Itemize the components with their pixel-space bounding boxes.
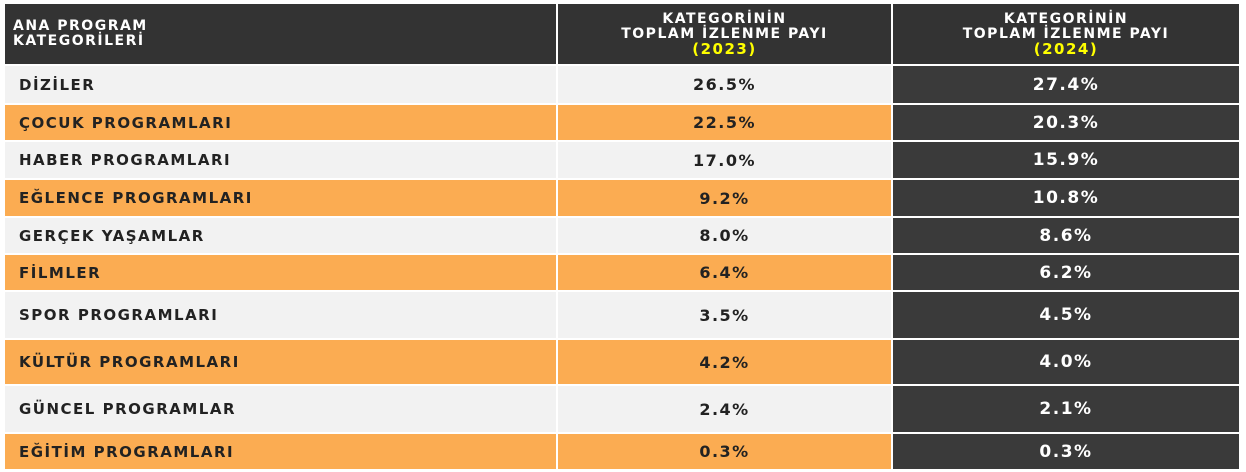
cell-text: KATEGORİNİN — [1003, 10, 1129, 27]
share-cell: 6.2% — [893, 255, 1241, 292]
share-cell: 4.2% — [558, 340, 893, 386]
cell-text: GÜNCEL PROGRAMLAR — [19, 400, 236, 418]
cell-text: 26.5% — [692, 75, 756, 94]
cell-text: 10.8% — [1032, 188, 1100, 208]
share-cell: 0.3% — [558, 434, 893, 471]
cell-text: EĞİTİM PROGRAMLARI — [19, 442, 235, 461]
cell-text: 20.3% — [1032, 112, 1100, 133]
cell-text: FİLMLER — [19, 263, 102, 282]
cell-text: KÜLTÜR PROGRAMLARI — [19, 353, 240, 371]
cell-text: (2024) — [1033, 39, 1099, 58]
category-cell: HABER PROGRAMLARI — [5, 142, 558, 180]
share-cell: 4.5% — [893, 292, 1241, 340]
header-cell: KATEGORİNİN TOPLAM İZLENME PAYI (2023) — [558, 4, 893, 66]
share-cell: 10.8% — [893, 180, 1241, 218]
cell-text: 3.5% — [699, 305, 750, 325]
category-cell: GÜNCEL PROGRAMLAR — [5, 386, 558, 434]
category-cell: ÇOCUK PROGRAMLARI — [5, 105, 558, 142]
share-cell: 8.6% — [893, 218, 1241, 255]
category-cell: FİLMLER — [5, 255, 558, 292]
cell-text: KATEGORİNİN — [662, 10, 787, 27]
cell-text: 6.2% — [1039, 262, 1093, 283]
share-cell: 3.5% — [558, 292, 893, 340]
cell-text: 15.9% — [1032, 150, 1100, 170]
table: ANA PROGRAM KATEGORİLERİ KATEGORİNİN TOPLAM… — [5, 4, 1241, 471]
cell-text: TOPLAM İZLENME PAYI — [962, 25, 1170, 42]
cell-text: DİZİLER — [19, 75, 96, 94]
cell-text: 22.5% — [692, 113, 756, 132]
category-cell: DİZİLER — [5, 66, 558, 105]
cell-text: 4.0% — [1039, 352, 1093, 372]
share-cell: 2.4% — [558, 386, 893, 434]
cell-text: (2023) — [692, 39, 757, 58]
category-cell: KÜLTÜR PROGRAMLARI — [5, 340, 558, 386]
header-cell: KATEGORİNİN TOPLAM İZLENME PAYI (2024) — [893, 4, 1241, 66]
cell-text: SPOR PROGRAMLARI — [19, 306, 219, 324]
cell-text: HABER PROGRAMLARI — [19, 151, 232, 169]
cell-text: 4.5% — [1039, 305, 1093, 325]
cell-text: ÇOCUK PROGRAMLARI — [19, 113, 233, 132]
share-cell: 22.5% — [558, 105, 893, 142]
share-cell: 4.0% — [893, 340, 1241, 386]
cell-text: 17.0% — [692, 150, 756, 170]
cell-text: 2.1% — [1039, 399, 1093, 419]
category-cell: GERÇEK YAŞAMLAR — [5, 218, 558, 255]
cell-text: 8.6% — [1039, 225, 1093, 246]
category-cell: SPOR PROGRAMLARI — [5, 292, 558, 340]
share-cell: 15.9% — [893, 142, 1241, 180]
share-cell: 17.0% — [558, 142, 893, 180]
header-cell: ANA PROGRAM KATEGORİLERİ — [5, 4, 558, 66]
cell-text: 8.0% — [699, 226, 750, 245]
share-cell: 6.4% — [558, 255, 893, 292]
cell-text: ANA PROGRAM — [13, 18, 148, 34]
share-cell: 26.5% — [558, 66, 893, 105]
share-cell: 9.2% — [558, 180, 893, 218]
cell-text: 2.4% — [699, 399, 750, 419]
share-cell: 27.4% — [893, 66, 1241, 105]
cell-text: TOPLAM İZLENME PAYI — [621, 25, 828, 42]
share-cell: 20.3% — [893, 105, 1241, 142]
share-cell: 0.3% — [893, 434, 1241, 471]
cell-text: 27.4% — [1032, 74, 1100, 95]
share-cell: 2.1% — [893, 386, 1241, 434]
category-cell: EĞİTİM PROGRAMLARI — [5, 434, 558, 471]
category-cell: EĞLENCE PROGRAMLARI — [5, 180, 558, 218]
cell-text: 0.3% — [1039, 441, 1093, 462]
share-cell: 8.0% — [558, 218, 893, 255]
cell-text: 6.4% — [699, 263, 750, 282]
cell-text: GERÇEK YAŞAMLAR — [19, 226, 205, 245]
cell-text: 4.2% — [699, 352, 750, 372]
cell-text: EĞLENCE PROGRAMLARI — [19, 189, 253, 207]
cell-text: KATEGORİLERİ — [13, 33, 145, 49]
cell-text: 0.3% — [699, 442, 750, 461]
cell-text: 9.2% — [699, 188, 750, 208]
